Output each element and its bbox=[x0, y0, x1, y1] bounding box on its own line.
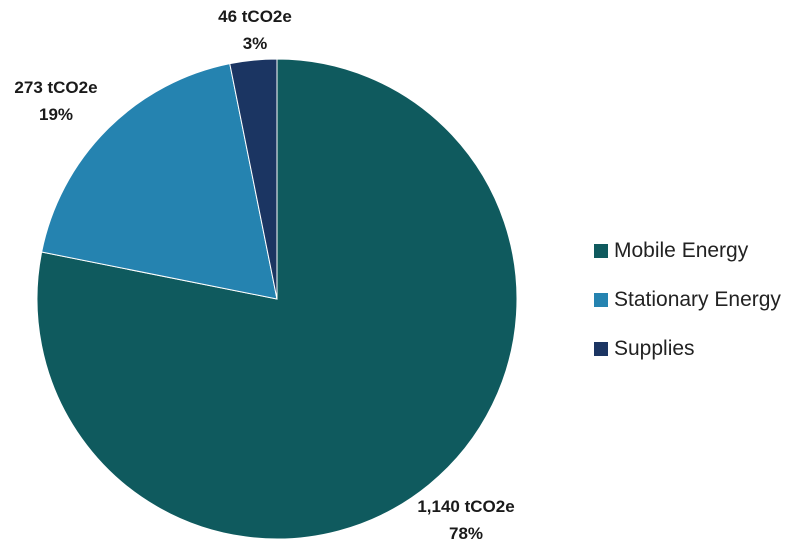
legend-swatch-stationary-energy bbox=[594, 293, 608, 307]
supplies-percent-label: 3% bbox=[243, 34, 268, 53]
legend-item-supplies: Supplies bbox=[594, 334, 781, 364]
legend-swatch-supplies bbox=[594, 342, 608, 356]
legend-label-mobile-energy: Mobile Energy bbox=[614, 239, 749, 262]
mobile-energy-percent-label: 78% bbox=[449, 524, 483, 543]
supplies-value-label: 46 tCO2e bbox=[218, 7, 292, 26]
pie-slices bbox=[36, 58, 518, 540]
legend-item-stationary-energy: Stationary Energy bbox=[594, 285, 781, 315]
stationary-energy-value-label: 273 tCO2e bbox=[14, 78, 97, 97]
legend-label-stationary-energy: Stationary Energy bbox=[614, 288, 781, 311]
mobile-energy-value-label: 1,140 tCO2e bbox=[417, 497, 514, 516]
pie-slice-stationary-energy bbox=[41, 63, 278, 300]
legend-label-supplies: Supplies bbox=[614, 337, 695, 360]
legend-item-mobile-energy: Mobile Energy bbox=[594, 236, 781, 266]
legend-swatch-mobile-energy bbox=[594, 244, 608, 258]
stationary-energy-percent-label: 19% bbox=[39, 105, 73, 124]
pie-slice-supplies bbox=[229, 58, 278, 300]
chart-legend: Mobile Energy Stationary Energy Supplies bbox=[594, 236, 781, 383]
